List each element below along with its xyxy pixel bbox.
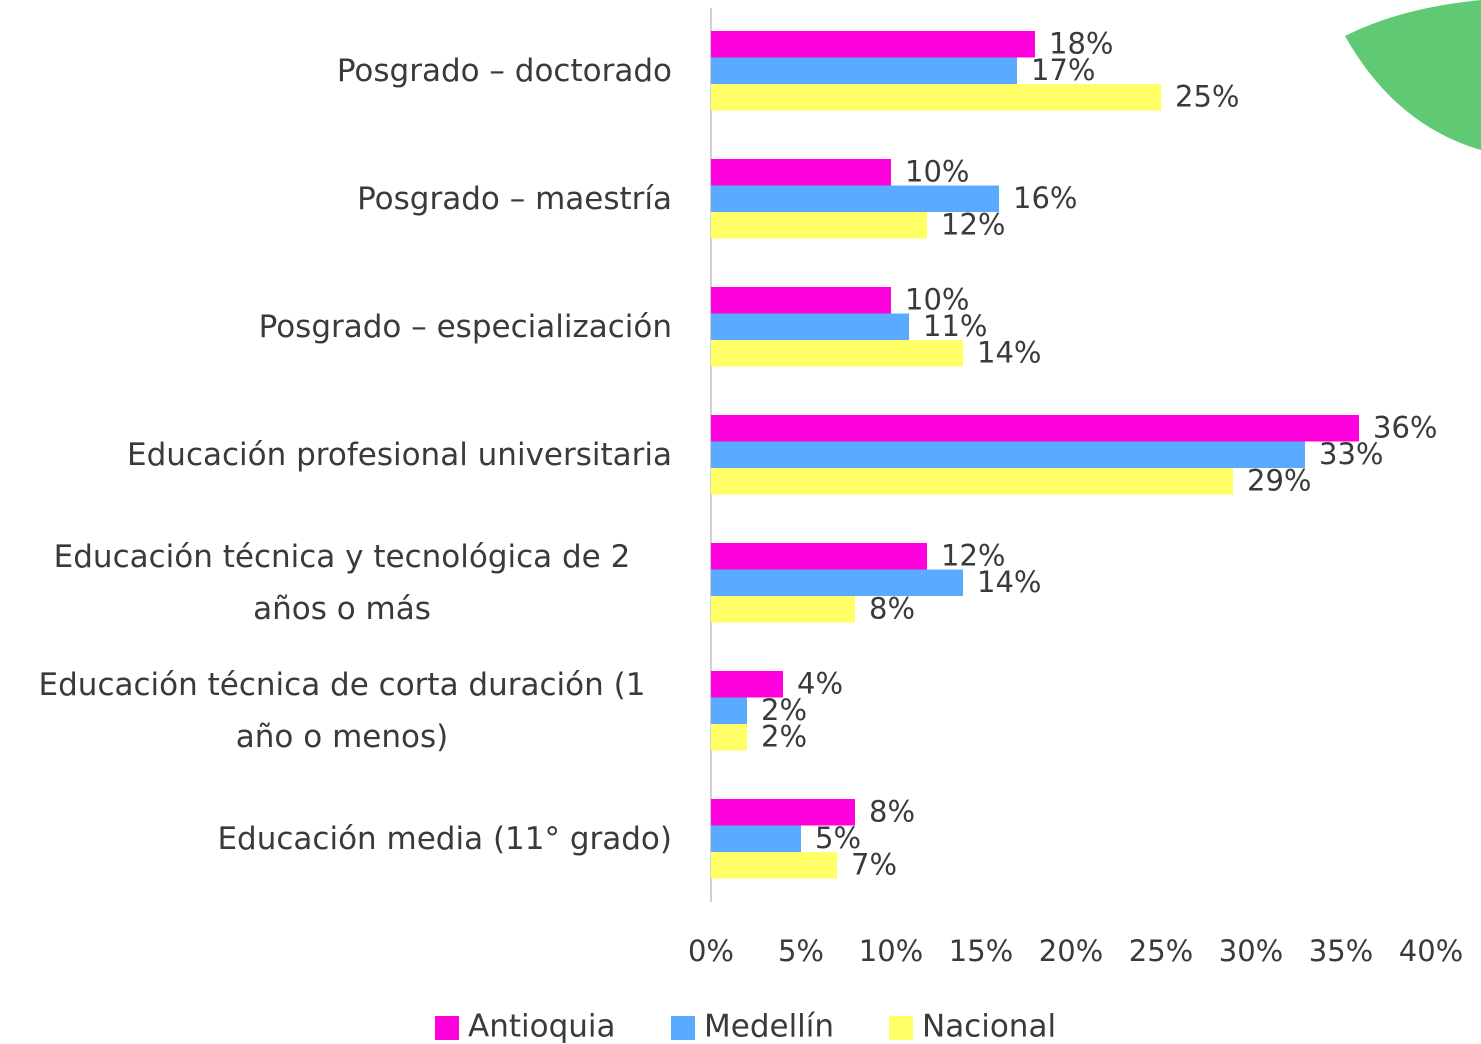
bar [711, 313, 909, 340]
data-label: 14% [977, 565, 1041, 599]
bar [711, 159, 891, 186]
data-label: 29% [1247, 463, 1311, 497]
x-tick-label: 30% [1219, 934, 1283, 968]
x-tick-label: 15% [949, 934, 1013, 968]
data-label: 12% [941, 538, 1005, 572]
bar [711, 799, 855, 826]
x-tick-label: 25% [1129, 934, 1193, 968]
category-label: Posgrado – especialización [0, 301, 672, 353]
data-label: 11% [923, 309, 987, 343]
category-text: Posgrado – maestría [357, 180, 672, 217]
data-label: 8% [869, 591, 915, 625]
category-label: Posgrado – maestría [0, 173, 672, 225]
bar [711, 569, 963, 596]
category-label: Educación técnica y tecnológica de 2 año… [0, 531, 672, 635]
category-label: Educación media (11° grado) [0, 813, 672, 865]
legend-label: Medellín [704, 1009, 834, 1044]
legend-swatch [889, 1016, 913, 1040]
bar [711, 415, 1359, 442]
data-label: 14% [977, 335, 1041, 369]
data-label: 12% [941, 207, 1005, 241]
category-text: Educación técnica de corta duración (1 a… [38, 666, 646, 755]
data-label: 7% [851, 847, 897, 881]
bar [711, 287, 891, 314]
bar [711, 84, 1161, 111]
legend-swatch [671, 1016, 695, 1040]
data-label: 2% [761, 719, 807, 753]
bar [711, 825, 801, 852]
data-label: 8% [869, 794, 915, 828]
category-text: Educación profesional universitaria [127, 436, 672, 473]
category-text: Educación media (11° grado) [217, 820, 672, 857]
decoration [1345, 0, 1481, 150]
data-label: 17% [1031, 53, 1095, 87]
x-tick-label: 10% [859, 934, 923, 968]
data-label: 18% [1049, 26, 1113, 60]
bar [711, 596, 855, 623]
x-tick-label: 20% [1039, 934, 1103, 968]
category-label: Posgrado – doctorado [0, 45, 672, 97]
bar [711, 468, 1233, 495]
bar [711, 185, 999, 212]
bar [711, 57, 1017, 84]
category-text: Posgrado – especialización [258, 308, 672, 345]
category-label: Educación profesional universitaria [0, 429, 672, 481]
legend-swatch [435, 1016, 459, 1040]
data-label: 10% [905, 282, 969, 316]
x-tick-label: 35% [1309, 934, 1373, 968]
bar [711, 852, 837, 879]
data-label: 10% [905, 154, 969, 188]
legend-label: Nacional [922, 1009, 1056, 1044]
bar [711, 543, 927, 570]
data-label: 2% [761, 693, 807, 727]
data-label: 4% [797, 666, 843, 700]
category-text: Posgrado – doctorado [336, 52, 672, 89]
bar [711, 697, 747, 724]
x-tick-label: 40% [1399, 934, 1463, 968]
data-label: 36% [1373, 410, 1437, 444]
data-label: 16% [1013, 181, 1077, 215]
data-label: 5% [815, 821, 861, 855]
x-tick-label: 5% [778, 934, 824, 968]
bar [711, 671, 783, 698]
bar [711, 724, 747, 751]
bar [711, 340, 963, 367]
bar [711, 441, 1305, 468]
category-text: Educación técnica y tecnológica de 2 año… [53, 538, 631, 627]
bar [711, 31, 1035, 58]
bar [711, 212, 927, 239]
x-tick-label: 0% [688, 934, 734, 968]
legend-label: Antioquia [468, 1009, 616, 1044]
category-label: Educación técnica de corta duración (1 a… [0, 659, 672, 763]
data-label: 25% [1175, 79, 1239, 113]
data-label: 33% [1319, 437, 1383, 471]
